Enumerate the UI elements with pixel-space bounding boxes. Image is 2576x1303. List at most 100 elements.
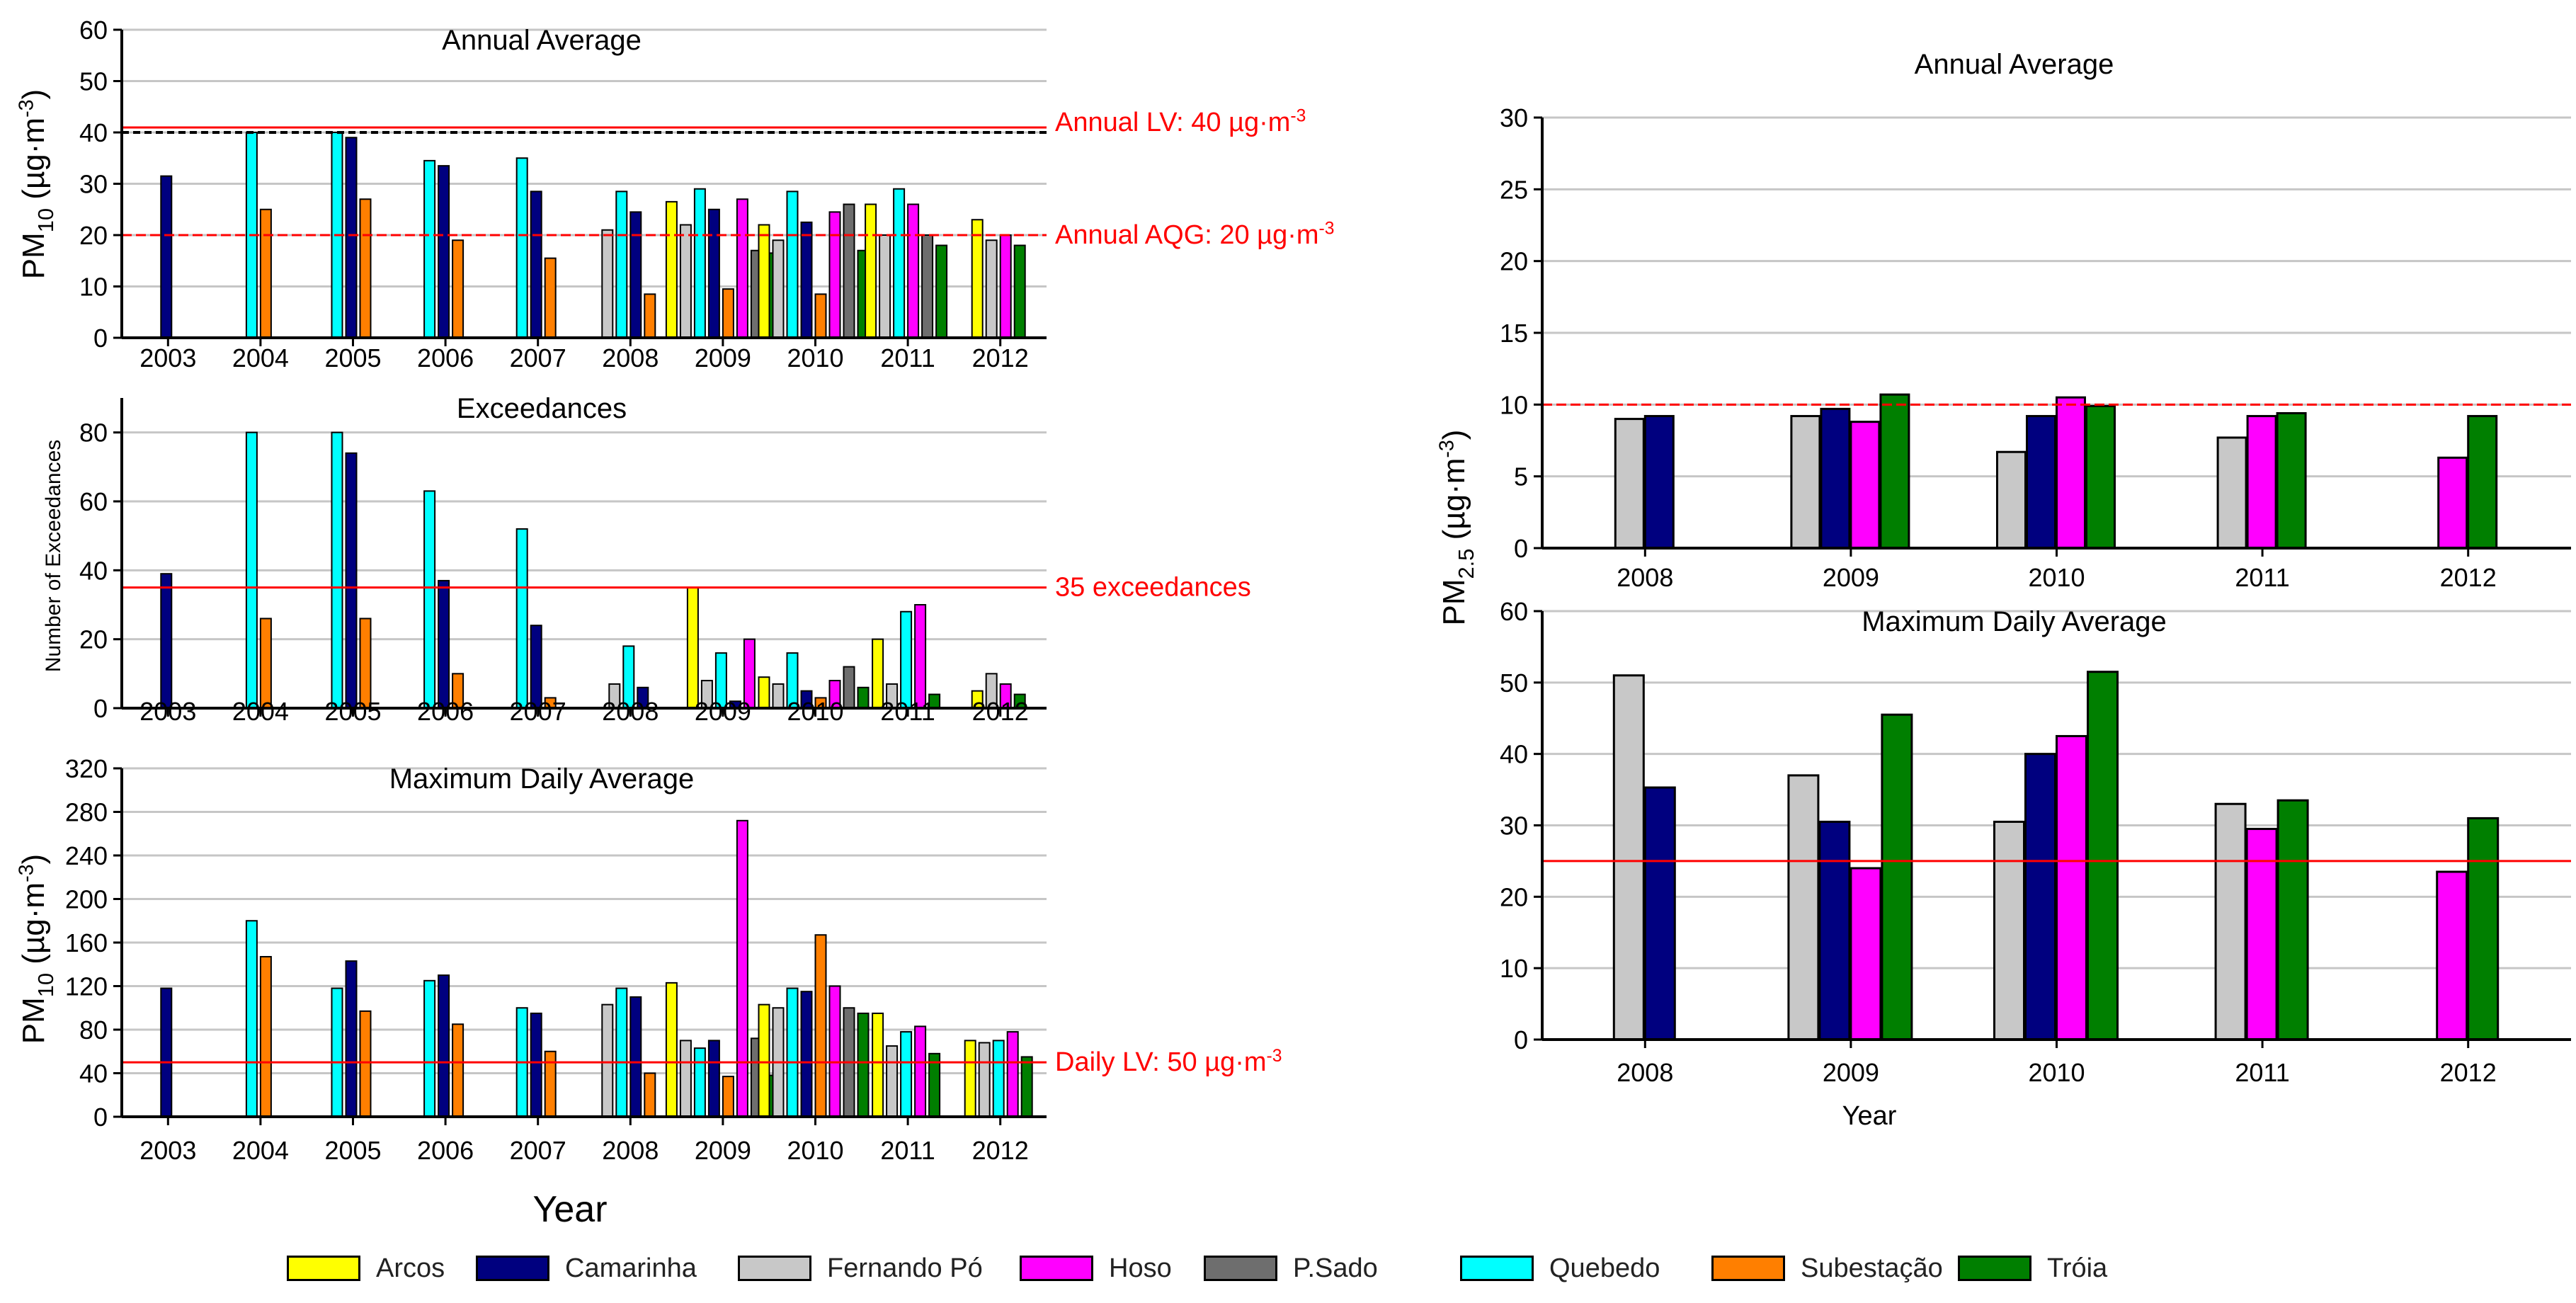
bar-pm10-annual-camarinha-2009 (709, 210, 719, 338)
bar-pm10-maxdaily-camarinha-2008 (630, 997, 641, 1117)
x-tick-label: 2008 (1617, 563, 1673, 592)
y-tick-label: 40 (79, 556, 108, 585)
bar-pm10-maxdaily-fernandop-2008 (602, 1005, 612, 1117)
x-tick-label: 2005 (324, 1136, 381, 1165)
bar-pm25-maxdaily-fernandop-2009 (1789, 775, 1818, 1040)
x-tick-label: 2003 (139, 343, 196, 372)
legend-label: Subestação (1801, 1253, 1943, 1284)
legend-label: P.Sado (1293, 1253, 1378, 1284)
legend-label: Quebedo (1549, 1253, 1660, 1284)
bar-pm10-annual-camarinha-2005 (346, 137, 357, 338)
y-tick-label: 20 (79, 625, 108, 654)
y-tick-label: 320 (65, 754, 108, 783)
bar-pm10-maxdaily-camarinha-2009 (709, 1040, 719, 1117)
y-axis-label: PM10 (µg·m-3) (16, 89, 59, 279)
bar-pm10-maxdaily-fernandop-2009 (680, 1040, 691, 1117)
legend-swatch (476, 1256, 549, 1281)
bar-pm10-annual-arcos-2010 (759, 225, 770, 338)
bar-pm25-maxdaily-hoso-2009 (1851, 868, 1881, 1040)
y-tick-label: 200 (65, 885, 108, 914)
bar-pm10-maxdaily-fernandop-2011 (887, 1046, 897, 1117)
chart-pm10-exceedances: 35 exceedances 0 20 40 60 80 2003 2004 2005 2006 2… (42, 393, 1251, 726)
bar-pm10-annual-camarinha-2003 (161, 176, 171, 338)
bar-pm10-annual-camarinha-2007 (531, 191, 542, 338)
x-tick-label: 2010 (787, 1136, 843, 1165)
limit-label-pm10-annual-1: Annual AQG: 20 µg·m-3 (1055, 220, 1334, 250)
bar-pm10-annual-subestao-2008 (644, 294, 655, 338)
x-tick-label: 2007 (510, 343, 566, 372)
bar-pm10-maxdaily-arcos-2011 (872, 1013, 883, 1117)
x-tick-label: 2006 (417, 343, 474, 372)
y-tick-label: 5 (1514, 462, 1528, 491)
bar-pm10-exceedances-hoso-2011 (915, 605, 925, 708)
bar-pm10-annual-subestao-2007 (545, 258, 556, 338)
y-tick-label: 40 (79, 1059, 108, 1088)
bar-pm10-annual-subestao-2005 (360, 199, 371, 338)
x-tick-label: 2012 (2440, 563, 2497, 592)
y-tick-label: 20 (1500, 247, 1528, 276)
y-tick-label: 0 (1514, 1025, 1528, 1054)
chart-title: Annual Average (1915, 49, 2114, 80)
x-tick-label: 2008 (602, 343, 659, 372)
bar-pm10-exceedances-quebedo-2004 (246, 433, 257, 708)
legend-label: Tróia (2047, 1253, 2107, 1284)
bar-pm10-annual-psado-2011 (922, 235, 933, 338)
legend-swatch (1020, 1256, 1093, 1281)
y-tick-label: 160 (65, 928, 108, 957)
y-tick-label: 40 (1500, 740, 1528, 769)
bar-pm10-annual-fernandop-2011 (879, 235, 890, 338)
bar-pm25-annual-fernandop-2008 (1615, 419, 1643, 548)
bar-pm10-maxdaily-quebedo-2008 (616, 989, 627, 1117)
legend-label: Arcos (376, 1253, 445, 1284)
bar-pm10-maxdaily-subestao-2005 (360, 1011, 371, 1117)
bar-pm10-maxdaily-arcos-2009 (666, 983, 677, 1117)
bar-pm10-exceedances-quebedo-2006 (424, 491, 435, 708)
bar-pm10-annual-hoso-2010 (830, 212, 840, 338)
bar-pm25-maxdaily-hoso-2012 (2437, 872, 2467, 1040)
x-tick-label: 2010 (2028, 563, 2085, 592)
chart-pm10-annual: Annual LV: 40 µg·m-3 Annual AQG: 20 µg·m-… (16, 16, 1335, 372)
y-axis-label: Number of Exceedances (42, 440, 65, 673)
bar-pm10-maxdaily-quebedo-2004 (246, 921, 257, 1117)
x-tick-label: 2011 (880, 1136, 935, 1165)
bar-pm10-annual-quebedo-2009 (695, 189, 705, 338)
y-tick-label: 10 (1500, 954, 1528, 983)
bar-pm10-exceedances-fernandop-2010 (773, 684, 784, 708)
bar-pm25-annual-hoso-2012 (2439, 457, 2467, 548)
y-tick-label: 120 (65, 972, 108, 1001)
y-tick-label: 0 (93, 694, 108, 723)
bar-pm10-maxdaily-tria-2012 (1022, 1057, 1032, 1117)
bar-pm10-annual-fernandop-2009 (680, 225, 691, 338)
x-tick-label: 2010 (787, 343, 843, 372)
legend-item-subestao: Subestação (1711, 1251, 1943, 1286)
x-tick-label: 2011 (2235, 563, 2289, 592)
limit-label-pm10-annual-0: Annual LV: 40 µg·m-3 (1055, 107, 1306, 137)
bar-pm25-maxdaily-tria-2012 (2468, 818, 2498, 1040)
legend-label: Fernando Pó (827, 1253, 983, 1284)
bar-pm25-maxdaily-hoso-2010 (2057, 736, 2087, 1040)
bar-pm10-annual-arcos-2012 (972, 220, 983, 338)
bar-pm10-annual-camarinha-2010 (802, 222, 812, 338)
x-axis-label: Year (1842, 1101, 1897, 1131)
x-tick-label: 2004 (232, 343, 289, 372)
bar-pm10-maxdaily-fernandop-2012 (979, 1042, 990, 1117)
bar-pm10-maxdaily-quebedo-2010 (787, 989, 798, 1117)
x-tick-label: 2008 (1617, 1058, 1673, 1087)
x-tick-label: 2009 (1823, 563, 1879, 592)
bar-pm25-maxdaily-camarinha-2010 (2026, 754, 2056, 1040)
bar-pm10-annual-quebedo-2008 (616, 191, 627, 338)
legend-label: Camarinha (565, 1253, 697, 1284)
bar-pm10-maxdaily-tria-2010 (858, 1013, 869, 1117)
bar-pm25-annual-hoso-2010 (2057, 397, 2085, 548)
bar-pm10-maxdaily-hoso-2011 (915, 1026, 925, 1117)
legend-swatch (1711, 1256, 1785, 1281)
y-tick-label: 60 (1500, 597, 1528, 626)
bar-pm10-exceedances-subestao-2004 (261, 618, 271, 708)
bar-pm10-annual-quebedo-2010 (787, 191, 798, 338)
x-tick-label: 2012 (972, 1136, 1029, 1165)
bar-pm10-annual-subestao-2004 (261, 210, 271, 338)
y-tick-label: 15 (1500, 319, 1528, 348)
x-tick-label: 2011 (2235, 1058, 2289, 1087)
legend-item-arcos: Arcos (287, 1251, 445, 1286)
bar-pm10-annual-subestao-2009 (723, 289, 734, 338)
